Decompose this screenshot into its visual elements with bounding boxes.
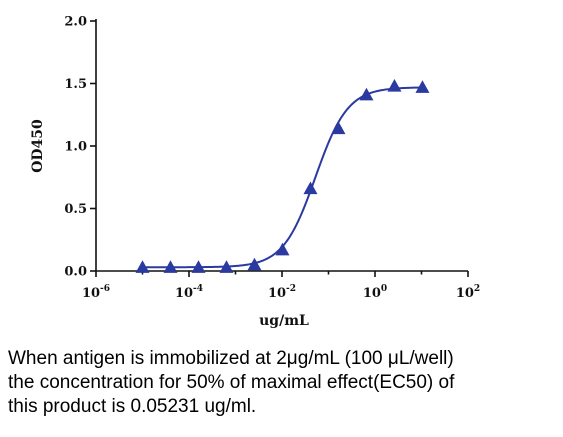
caption-line-1: When antigen is immobilized at 2μg/mL (1…: [8, 348, 454, 369]
y-tick-label: 1.0: [64, 140, 87, 155]
x-tick-label: 10‑6: [82, 284, 110, 301]
caption-line-2: the concentration for 50% of maximal eff…: [8, 372, 455, 393]
x-axis-title: ug/mL: [259, 313, 309, 329]
caption: When antigen is immobilized at 2μg/mL (1…: [8, 347, 560, 419]
data-points: [135, 79, 430, 273]
od450-dose-response-chart: 0.00.51.01.52.010‑6 10‑4 10‑2 100 102 OD450 …: [30, 15, 480, 330]
data-point: [191, 260, 206, 273]
data-point: [163, 260, 178, 273]
axes: 0.0 0.5 1.0 1.5 2.0 10‑6 10‑4 10‑2 100 102: [64, 15, 480, 302]
data-point: [387, 79, 402, 92]
y-tick-label: 0.0: [64, 265, 87, 280]
data-point: [219, 260, 234, 273]
y-tick-label: 1.5: [64, 77, 87, 92]
y-tick-label: 2.0: [64, 15, 87, 30]
fit-curve: [142, 86, 423, 269]
y-tick-label: 0.5: [64, 202, 87, 217]
data-point: [247, 257, 262, 271]
x-tick-label: 102: [456, 284, 480, 301]
data-point: [275, 242, 290, 256]
data-point: [303, 181, 318, 195]
x-tick-label: 10‑4: [175, 284, 203, 301]
caption-line-3: this product is 0.05231 ug/ml.: [8, 396, 257, 417]
data-point: [359, 87, 374, 101]
x-tick-label: 10‑2: [268, 284, 296, 301]
data-point: [415, 80, 430, 93]
y-axis-title: OD450: [30, 119, 46, 173]
data-point: [331, 121, 346, 135]
data-point: [135, 260, 150, 273]
x-tick-label: 100: [363, 284, 387, 301]
